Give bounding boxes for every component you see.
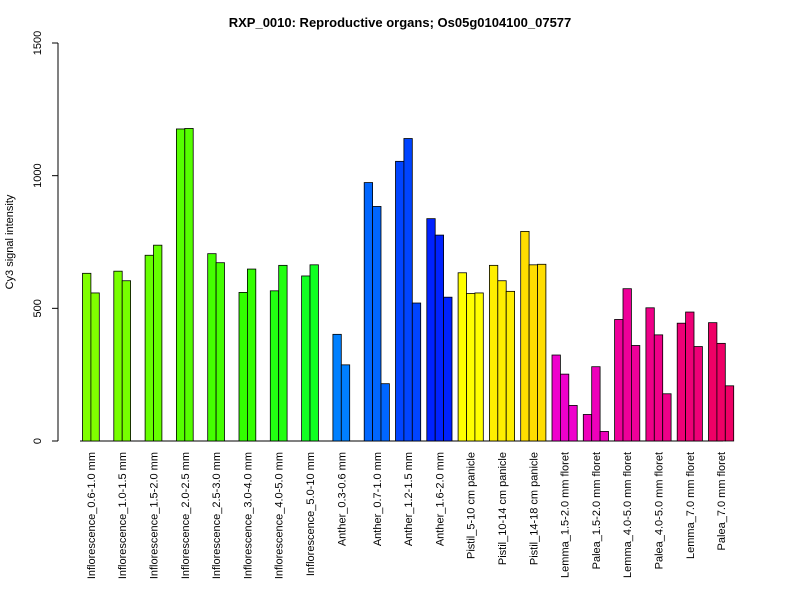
bar — [457, 272, 467, 442]
x-category-label: Lemma_4.0-5.0 mm floret — [622, 452, 634, 578]
bar — [278, 264, 288, 442]
bar — [724, 385, 735, 442]
bar — [631, 345, 641, 442]
x-category-label: Pistil_10-14 cm panicle — [497, 452, 509, 565]
bar — [246, 268, 257, 442]
bar — [269, 290, 280, 442]
bar — [434, 234, 445, 442]
x-category-label: Inflorescence_4.0-5.0 mm — [274, 452, 286, 579]
bar — [82, 272, 92, 442]
bar — [614, 319, 624, 442]
bar — [505, 290, 516, 442]
bar — [520, 230, 530, 442]
x-category-label: Inflorescence_3.0-4.0 mm — [242, 452, 254, 579]
bar — [144, 254, 154, 442]
bar — [599, 431, 609, 442]
bar — [207, 253, 217, 442]
x-category-label: Lemma_1.5-2.0 mm floret — [560, 452, 572, 578]
bar — [528, 264, 538, 442]
bar — [582, 414, 593, 442]
y-axis-label: Cy3 signal intensity — [4, 194, 16, 289]
chart-title: RXP_0010: Reproductive organs; Os05g0104… — [229, 15, 572, 30]
x-category-label: Palea_4.0-5.0 mm floret — [654, 452, 666, 569]
bar — [215, 262, 225, 442]
bar — [363, 182, 374, 442]
bar — [443, 296, 453, 442]
bar — [426, 218, 436, 442]
bar — [238, 292, 248, 442]
x-category-label: Inflorescence_0.6-1.0 mm — [86, 452, 98, 579]
x-category-label: Anther_0.7-1.0 mm — [372, 452, 384, 546]
bar — [676, 322, 687, 442]
x-category-label: Palea_7.0 mm floret — [716, 452, 728, 550]
bar — [403, 138, 413, 442]
bar — [645, 307, 655, 442]
bar — [309, 264, 319, 442]
x-category-label: Lemma_7.0 mm floret — [685, 452, 697, 559]
bar — [685, 311, 695, 442]
x-category-label: Anther_1.2-1.5 mm — [403, 452, 415, 546]
bar — [622, 288, 632, 442]
x-category-label: Inflorescence_1.0-1.5 mm — [117, 452, 129, 579]
bar — [113, 270, 123, 442]
bar — [653, 334, 664, 442]
bar — [560, 373, 570, 442]
bar — [591, 366, 601, 442]
x-category-label: Inflorescence_2.5-3.0 mm — [211, 452, 223, 579]
x-category-label: Pistil_5-10 cm panicle — [466, 452, 478, 559]
bar — [716, 342, 726, 442]
bar — [153, 244, 163, 442]
x-category-label: Palea_1.5-2.0 mm floret — [591, 452, 603, 569]
bar — [466, 293, 476, 442]
bar — [175, 128, 186, 442]
bar — [184, 128, 194, 442]
y-axis: 0 500 1000 1500 — [32, 31, 59, 444]
y-tick-label: 1500 — [32, 31, 44, 55]
bar — [372, 206, 382, 442]
bars-group — [82, 128, 735, 442]
category-labels: Inflorescence_0.6-1.0 mm Inflorescence_1.… — [86, 452, 728, 579]
bar — [708, 322, 718, 442]
y-tick-label: 1000 — [32, 163, 44, 187]
y-tick-label: 500 — [32, 299, 44, 317]
bar — [411, 302, 422, 442]
bar — [332, 333, 342, 442]
x-category-label: Anther_0.3-0.6 mm — [336, 452, 348, 546]
bar — [488, 264, 499, 442]
x-category-label: Inflorescence_1.5-2.0 mm — [149, 452, 161, 579]
bar — [90, 292, 100, 442]
bar — [395, 160, 405, 442]
bar — [551, 354, 561, 442]
bar — [121, 280, 131, 442]
bar — [537, 263, 547, 442]
bar — [568, 405, 578, 442]
bar — [380, 383, 390, 442]
x-category-label: Anther_1.6-2.0 mm — [434, 452, 446, 546]
x-category-label: Inflorescence_2.0-2.5 mm — [180, 452, 192, 579]
bar — [693, 346, 703, 442]
y-tick-label: 0 — [32, 438, 44, 444]
bar — [340, 364, 351, 442]
bar — [474, 292, 484, 442]
bar — [497, 280, 507, 442]
x-category-label: Inflorescence_5.0-10 mm — [305, 452, 317, 576]
x-category-label: Pistil_14-18 cm panicle — [528, 452, 540, 565]
bar — [662, 393, 672, 442]
bar — [301, 275, 311, 442]
